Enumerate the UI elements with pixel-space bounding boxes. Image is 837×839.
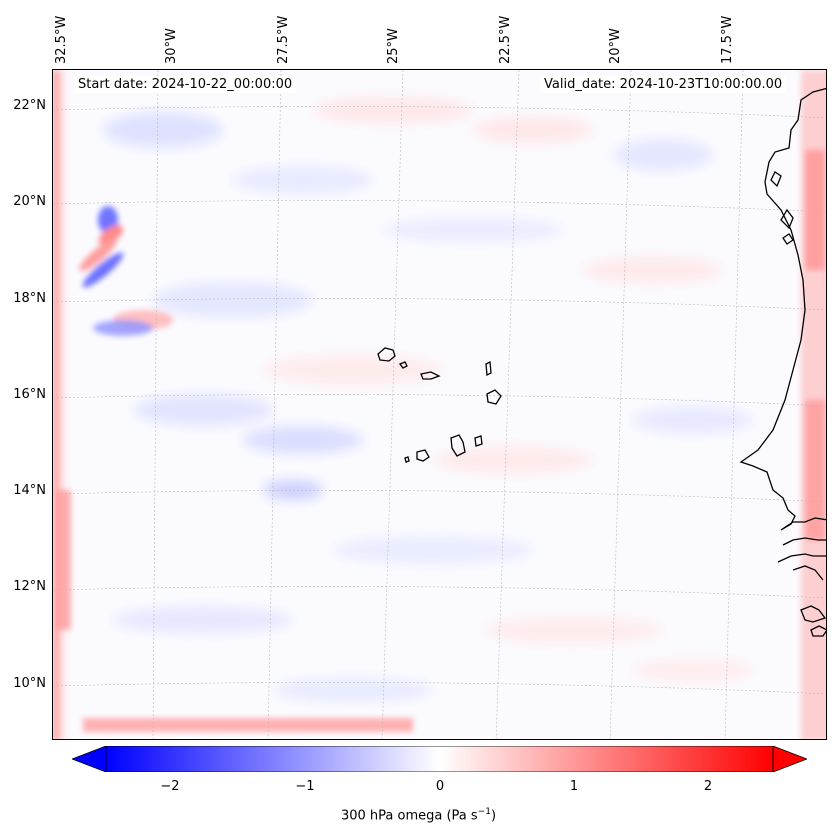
lat-tick-label: 12°N bbox=[13, 579, 46, 594]
cape-verde-santo-antao bbox=[377, 347, 396, 362]
colorbar-extend-max bbox=[772, 746, 807, 772]
omega-field-map bbox=[53, 70, 826, 739]
lon-tick-label: 20°W bbox=[608, 28, 623, 64]
lat-tick-label: 10°N bbox=[13, 676, 46, 691]
cape-verde-maio bbox=[474, 435, 483, 447]
cape-verde-santiago bbox=[450, 434, 466, 457]
field-patches bbox=[103, 96, 753, 702]
cape-verde-fogo bbox=[416, 449, 430, 462]
map-panel bbox=[52, 69, 827, 740]
colorbar-label-end: ) bbox=[490, 808, 497, 824]
colorbar-tick-label: 2 bbox=[703, 779, 713, 794]
lat-tick-label: 16°N bbox=[13, 387, 46, 402]
colorbar-tick-label: 0 bbox=[435, 779, 445, 794]
lat-tick-label: 22°N bbox=[13, 98, 46, 113]
graticule bbox=[53, 70, 826, 739]
colorbar-label-exponent: −1 bbox=[477, 807, 491, 817]
colorbar bbox=[72, 746, 807, 772]
cape-verde-sal bbox=[485, 360, 492, 377]
boundary-artifacts bbox=[53, 70, 826, 739]
lat-tick-label: 18°N bbox=[13, 291, 46, 306]
cape-verde-sao-nicolau bbox=[420, 371, 441, 380]
cape-verde-boa-vista bbox=[486, 389, 502, 405]
start-date-label: Start date: 2024-10-22_00:00:00 bbox=[74, 76, 297, 93]
lon-tick-label: 27.5°W bbox=[276, 15, 291, 64]
colorbar-label: 300 hPa omega (Pa s−1) bbox=[0, 807, 837, 823]
colorbar-tick-label: −1 bbox=[295, 779, 315, 794]
valid-date-label: Valid_date: 2024-10-23T10:00:00.00 bbox=[540, 76, 787, 93]
lat-tick-label: 20°N bbox=[13, 194, 46, 209]
coastline bbox=[377, 87, 826, 637]
cape-verde-sao-vicente bbox=[398, 361, 408, 369]
lat-tick-label: 14°N bbox=[13, 483, 46, 498]
lon-tick-label: 30°W bbox=[164, 28, 179, 64]
nw-strong-feature bbox=[79, 206, 173, 336]
lon-tick-label: 32.5°W bbox=[54, 15, 69, 64]
colorbar-label-text: 300 hPa omega (Pa s bbox=[340, 808, 478, 824]
lon-tick-label: 17.5°W bbox=[720, 15, 735, 64]
african-coast bbox=[739, 87, 826, 531]
lon-tick-label: 25°W bbox=[386, 28, 401, 64]
cape-verde-brava bbox=[404, 456, 410, 463]
colorbar-extend-min bbox=[72, 746, 107, 772]
colorbar-body bbox=[105, 746, 774, 772]
colorbar-tick-label: −2 bbox=[160, 779, 180, 794]
lon-tick-label: 22.5°W bbox=[498, 15, 513, 64]
colorbar-tick-label: 1 bbox=[569, 779, 579, 794]
